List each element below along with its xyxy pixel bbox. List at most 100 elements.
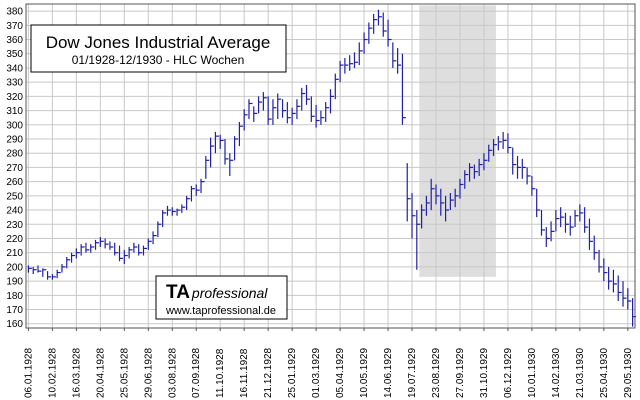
hlc-bar — [46, 271, 52, 280]
hlc-bar — [564, 212, 569, 233]
hlc-bar — [483, 153, 488, 171]
hlc-bar — [176, 208, 181, 216]
hlc-bar — [109, 241, 114, 250]
hlc-bar — [61, 264, 66, 273]
y-tick-label: 170 — [6, 305, 23, 316]
hlc-bar — [138, 244, 143, 256]
hlc-bar — [444, 195, 450, 222]
hlc-bar — [152, 231, 157, 245]
hlc-bar — [401, 53, 406, 125]
hlc-bar — [277, 93, 282, 120]
hlc-bar — [114, 242, 119, 256]
x-tick-label: 16.11.1928 — [239, 348, 250, 398]
y-tick-label: 280 — [6, 149, 23, 160]
hlc-bar — [416, 210, 421, 270]
hlc-bar — [80, 244, 85, 256]
hlc-bar — [118, 245, 124, 262]
hlc-bar — [305, 85, 311, 105]
hlc-bar — [133, 242, 138, 253]
hlc-bar — [286, 102, 291, 124]
hlc-bar — [392, 42, 397, 68]
watermark-url: www.taprofessional.de — [165, 305, 276, 317]
hlc-bar — [574, 210, 579, 228]
y-tick-label: 160 — [6, 319, 23, 330]
hlc-bar — [200, 178, 205, 193]
hlc-bar — [210, 137, 215, 168]
hlc-bar — [550, 221, 555, 242]
hlc-bar — [603, 258, 608, 282]
hlc-bar — [104, 238, 109, 249]
y-tick-label: 380 — [6, 7, 23, 18]
y-tick-label: 350 — [6, 49, 23, 60]
hlc-bar — [205, 156, 210, 179]
hlc-bar — [507, 133, 512, 154]
hlc-bar — [512, 147, 517, 175]
plot-frame — [25, 3, 636, 329]
chart-grid — [26, 4, 635, 328]
hlc-bar — [531, 175, 536, 196]
x-tick-label: 10.05.1929 — [359, 348, 370, 398]
hlc-bar — [593, 235, 598, 260]
hlc-bar — [99, 237, 104, 247]
hlc-bar — [219, 134, 224, 149]
hlc-bar — [344, 58, 349, 74]
hlc-bar — [588, 218, 593, 250]
hlc-bar — [406, 163, 411, 222]
hlc-bar — [301, 87, 306, 111]
hlc-bar — [492, 139, 498, 157]
x-tick-label: 10.02.1928 — [47, 348, 58, 398]
watermark-frame — [155, 275, 288, 320]
hlc-bar — [42, 268, 47, 277]
hlc-bar — [248, 99, 253, 120]
hlc-bar — [478, 158, 483, 176]
hlc-bar — [488, 144, 493, 162]
hlc-bar — [85, 242, 90, 253]
hlc-bar — [27, 265, 32, 273]
y-tick-label: 230 — [6, 220, 23, 231]
x-tick-label: 10.01.1930 — [527, 348, 538, 398]
logo-main: TA — [166, 282, 190, 303]
hlc-bar — [310, 96, 315, 122]
hlc-bar — [349, 55, 354, 71]
hlc-bar — [94, 239, 100, 250]
hlc-bar — [315, 104, 320, 128]
hlc-bar — [325, 102, 330, 122]
hlc-bar — [70, 252, 76, 263]
hlc-bar — [411, 193, 416, 239]
watermark-box: TA professional www.taprofessional.de — [155, 275, 288, 320]
hlc-bar — [147, 238, 152, 250]
title-box-frame — [30, 24, 287, 73]
x-tick-label: 27.09.1929 — [455, 348, 466, 398]
hlc-bar — [171, 207, 176, 216]
x-tick-label: 14.02.1930 — [551, 348, 562, 398]
hlc-bar — [281, 99, 287, 118]
x-tick-label: 05.04.1929 — [335, 348, 346, 398]
y-tick-label: 290 — [6, 135, 23, 146]
hlc-bar — [468, 163, 474, 182]
x-tick-label: 29.06.1928 — [143, 348, 154, 398]
hlc-bar — [368, 22, 373, 44]
x-tick-label: 19.07.1929 — [407, 348, 418, 398]
hlc-bar — [320, 110, 325, 125]
hlc-bar — [521, 158, 526, 179]
y-tick-label: 370 — [6, 21, 23, 32]
x-tick-label: 25.05.1928 — [119, 348, 130, 398]
x-tick-label: 23.08.1929 — [431, 348, 442, 398]
y-tick-label: 220 — [6, 234, 23, 245]
hlc-bar — [353, 52, 358, 68]
y-tick-label: 260 — [6, 177, 23, 188]
hlc-bar — [421, 204, 426, 229]
hlc-bar — [128, 247, 133, 259]
hlc-bar — [584, 207, 589, 233]
x-tick-label: 16.03.1928 — [71, 348, 82, 398]
x-tick-label: 06.01.1928 — [23, 348, 34, 398]
crash-highlight-band — [419, 5, 496, 277]
x-tick-label: 11.10.1928 — [215, 348, 226, 398]
hlc-bar — [555, 210, 560, 232]
hlc-bar — [540, 210, 545, 236]
hlc-bar — [363, 32, 368, 54]
hlc-bar — [473, 164, 478, 179]
hlc-bar — [291, 107, 296, 125]
hlc-bar — [632, 298, 637, 327]
